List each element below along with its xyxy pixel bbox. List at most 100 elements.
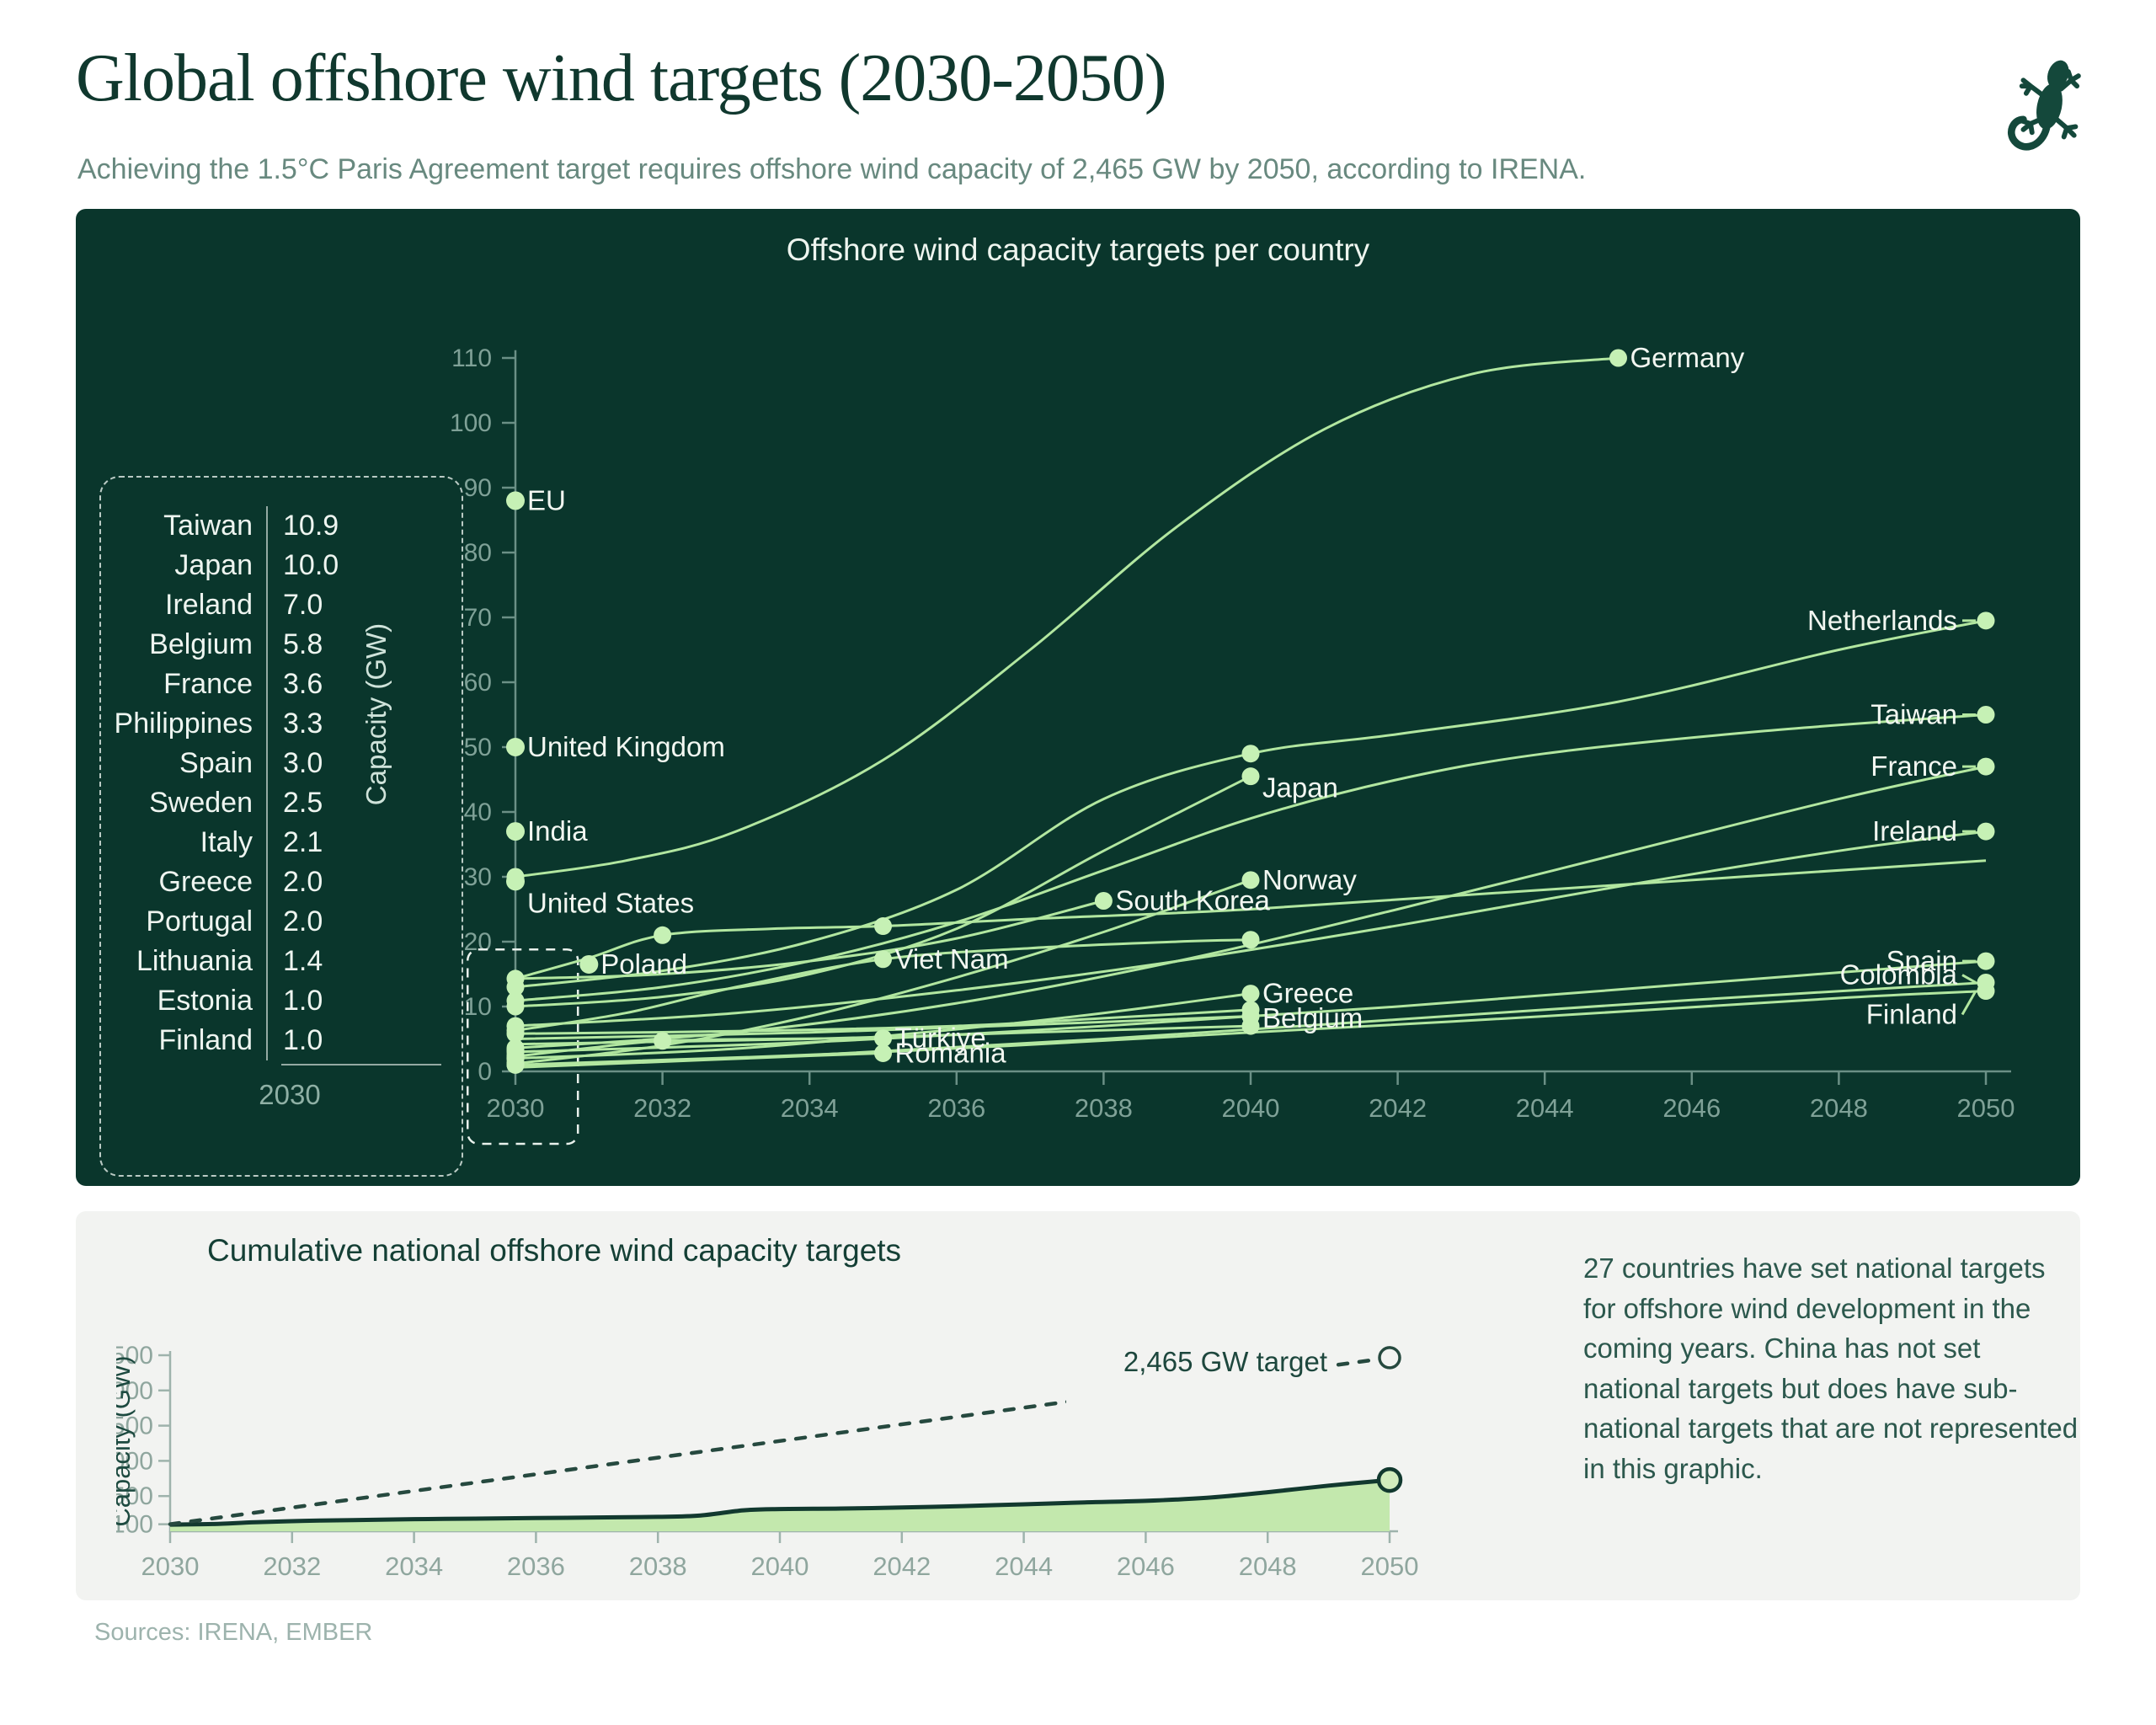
main-chart-title: Offshore wind capacity targets per count… [786,232,1370,267]
country-label-united-states: United States [527,887,694,918]
data-dot-viet-nam [1241,931,1260,949]
inset-2030-table: Taiwan 10.9 Japan 10.0 Ireland 7.0 Belgium 5.8 F… [99,476,463,1177]
inset-country-name: Belgium [149,628,253,660]
y-tick-label: 50 [464,734,492,761]
inset-table-row: Greece 2.0 [101,862,462,902]
inset-country-name: Lithuania [136,945,253,977]
axes-lines [514,350,2011,1073]
country-label-germany: Germany [1630,342,1745,373]
inset-table-row: Spain 3.0 [101,744,462,783]
country-label-netherlands: Netherlands [1807,605,1957,636]
inset-table-row: France 3.6 [101,665,462,704]
y-tick-label: 60 [464,669,492,697]
inset-country-value: 7.0 [266,585,323,625]
line-greece [515,992,1251,1060]
line-unlabeled-b [515,1015,1251,1040]
inset-table-row: Sweden 2.5 [101,783,462,823]
country-label-colombia: Colombia [1840,959,1958,991]
x-tick-label: 2030 [487,1093,545,1123]
x-tick-label: 2040 [1222,1093,1280,1123]
data-dot-finland [1977,982,1995,1001]
data-dot-ireland [1977,822,1995,841]
country-label-eu: EU [527,484,566,515]
line-belgium [515,1008,1251,1035]
inset-country-name: Japan [174,549,253,581]
country-label-türkiye: Türkiye [895,1023,986,1054]
line-ireland [515,830,1987,1028]
y-tick-label: 20 [464,928,492,956]
gecko-logo-icon [2003,56,2090,160]
data-dot-eu [506,491,525,510]
inset-country-value: 3.6 [266,665,323,704]
x-tick-label: 2042 [873,1551,931,1581]
inset-country-name: Italy [200,826,253,858]
data-dot-norway [1241,871,1260,889]
y-tick-label: 40 [464,798,492,826]
x-tick-label: 2044 [1516,1093,1574,1123]
country-label-spain: Spain [1886,945,1957,976]
data-dot-romania [874,1044,892,1062]
inset-country-name: Portugal [146,905,253,937]
data-dot-unlabeled-a [874,917,892,936]
inset-country-value: 5.8 [266,625,323,665]
y-tick-label: 100 [450,409,492,437]
target-label: 2,465 GW target [1123,1346,1327,1377]
targets-per-country-panel: Offshore wind capacity targets per count… [76,209,2080,1186]
y-tick-label: 2500 [116,1342,153,1370]
inset-country-name: Taiwan [163,510,253,542]
data-dot-unlabeled-a [654,926,672,944]
inset-country-value: 2.1 [266,823,323,862]
data-dot-taiwan [1977,706,1995,724]
inset-country-value: 10.9 [266,506,339,546]
data-dot-south-korea [506,969,525,988]
y-tick-label: 1000 [116,1447,153,1475]
inset-country-name: Philippines [114,708,253,740]
x-tick-label: 2050 [1957,1093,2015,1123]
main-y-axis-title: Capacity (GW) [360,623,392,805]
target-label-mask [1066,1334,1336,1410]
page-title: Global offshore wind targets (2030-2050) [76,41,1167,115]
y-tick-label: 500 [116,1482,153,1510]
inset-country-name: Ireland [165,589,253,621]
gecko-icon [2008,60,2081,151]
data-dot-spain [1977,952,1995,970]
inset-table-row: Japan 10.0 [101,546,462,585]
data-dot-belgium [506,1024,525,1043]
data-dot-viet-nam [874,950,892,969]
inset-country-value: 3.3 [266,704,323,744]
x-tick-label: 2036 [927,1093,985,1123]
target-dashed-line [168,1355,1392,1526]
countries-note: 27 countries have set national targets f… [1583,1252,2079,1484]
inset-country-value: 3.0 [266,744,323,783]
inset-country-name: Sweden [149,787,253,819]
x-tick-label: 2038 [1075,1093,1133,1123]
y-tick-label: 80 [464,539,492,567]
inset-country-name: Spain [179,747,253,779]
inset-table-row: Finland 1.0 [101,1021,462,1060]
inset-table-year-label: 2030 [259,1079,321,1110]
country-label-taiwan: Taiwan [1870,699,1957,730]
country-label-finland: Finland [1866,999,1957,1030]
line-taiwan [515,713,1987,1002]
data-dot-united-states [506,872,525,891]
label-connector [1961,974,1977,984]
cumulative-area [170,1480,1390,1531]
country-label-japan: Japan [1262,772,1338,804]
data-dot-united-kingdom [506,738,525,756]
data-dot-germany [1609,349,1627,367]
inset-country-value: 2.0 [266,862,323,902]
inset-table-row: Ireland 7.0 [101,585,462,625]
cumulative-line [169,1477,1390,1527]
data-dot-poland [579,954,599,974]
data-dot-unlabeled-c [1241,1017,1260,1035]
data-dot-netherlands [1977,611,1995,630]
cluster-2030-dashed-box [467,948,579,1146]
bottom-chart-title: Cumulative national offshore wind capaci… [207,1233,902,1268]
data-dot-finland [506,1055,525,1074]
x-tick-label: 2034 [781,1093,839,1123]
page-subtitle: Achieving the 1.5°C Paris Agreement targ… [77,153,1587,185]
data-dot-greece [1241,985,1260,1003]
data-dot-netherlands [1241,745,1260,763]
